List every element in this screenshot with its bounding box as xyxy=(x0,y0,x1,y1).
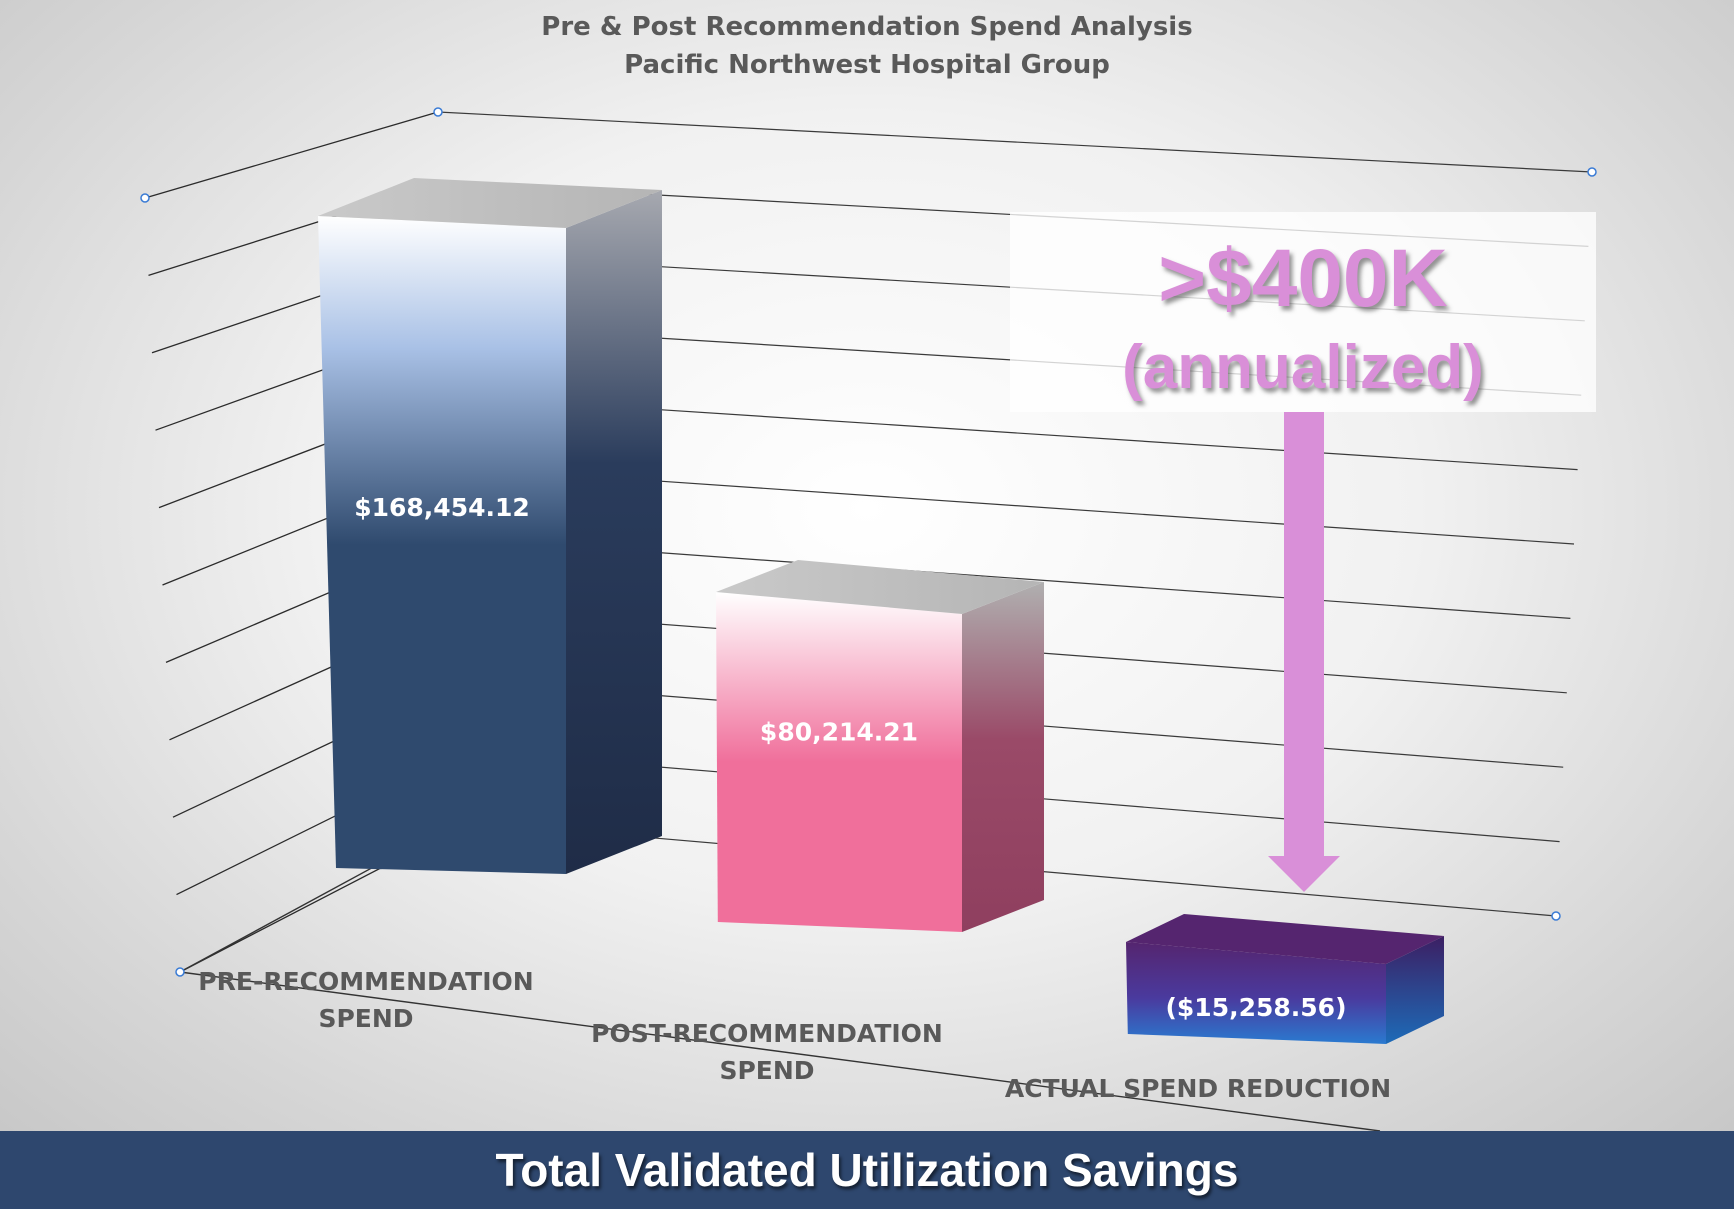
bar-side-0 xyxy=(566,190,662,874)
bar-data-label-2: ($15,258.56) xyxy=(1165,993,1346,1022)
chart-title: Pre & Post Recommendation Spend Analysis xyxy=(541,12,1193,42)
annualized-callout: >$400K (annualized) xyxy=(1010,212,1596,412)
category-label-0: PRE-RECOMMENDATION xyxy=(198,967,533,996)
floor-edge xyxy=(179,971,1381,1131)
chart-subtitle: Pacific Northwest Hospital Group xyxy=(624,50,1110,80)
category-label-1: POST-RECOMMENDATION xyxy=(591,1019,943,1048)
callout-note: (annualized) xyxy=(1122,333,1484,402)
bar-top-2 xyxy=(1126,914,1444,964)
chart-area: $168,454.12 $80,214.21 ($15,258.56) PRE-RE… xyxy=(0,0,1734,1131)
selection-handle xyxy=(1587,167,1597,177)
bar-side-1 xyxy=(962,582,1044,932)
callout-arrow-shaft xyxy=(1284,412,1324,862)
bar-top-1 xyxy=(716,560,1044,614)
selection-handle xyxy=(1551,911,1561,921)
chart-plot: $168,454.12 $80,214.21 ($15,258.56) PRE-RE… xyxy=(140,107,1597,1131)
bars: $168,454.12 $80,214.21 ($15,258.56) xyxy=(318,178,1444,1044)
gridline-back xyxy=(437,111,1593,173)
category-label-2: ACTUAL SPEND REDUCTION xyxy=(1005,1074,1391,1103)
banner-text: Total Validated Utilization Savings xyxy=(495,1144,1239,1196)
bar-data-label-0: $168,454.12 xyxy=(354,493,530,522)
callout-value: >$400K xyxy=(1158,233,1448,324)
bar-front-2 xyxy=(1126,942,1386,1044)
category-label-0: SPEND xyxy=(318,1004,413,1033)
gridline-side xyxy=(144,111,439,199)
bar-top-0 xyxy=(318,178,662,228)
bar-front-0 xyxy=(318,216,566,874)
selection-handle xyxy=(140,193,150,203)
callout-arrow xyxy=(1268,412,1340,892)
footer-banner: Total Validated Utilization Savings xyxy=(0,1131,1734,1209)
bar-data-label-1: $80,214.21 xyxy=(760,718,918,747)
callout-arrow-head xyxy=(1268,856,1340,892)
bar-front-1 xyxy=(716,592,962,932)
selection-handle xyxy=(433,107,443,117)
selection-handle xyxy=(175,967,185,977)
category-label-1: SPEND xyxy=(719,1056,814,1085)
bar-side-2 xyxy=(1386,936,1444,1044)
category-labels: PRE-RECOMMENDATION SPEND POST-RECOMMENDATI… xyxy=(198,967,1391,1103)
